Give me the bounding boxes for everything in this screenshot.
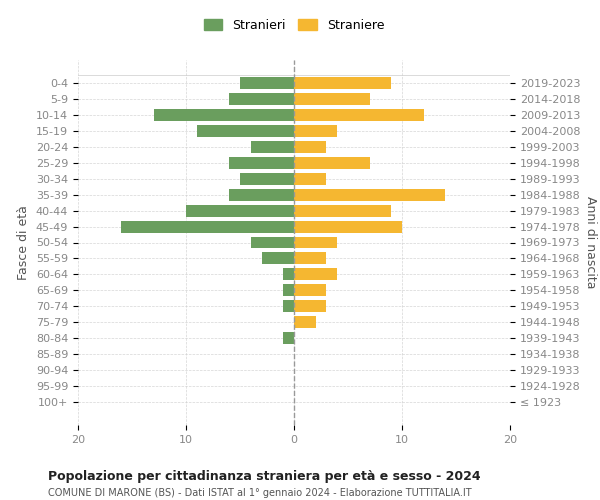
Bar bbox=[251, 140, 294, 152]
Bar bbox=[294, 316, 316, 328]
Bar bbox=[283, 268, 294, 280]
Text: Popolazione per cittadinanza straniera per età e sesso - 2024: Popolazione per cittadinanza straniera p… bbox=[48, 470, 481, 483]
Bar bbox=[294, 140, 326, 152]
Bar bbox=[294, 92, 370, 104]
Text: COMUNE DI MARONE (BS) - Dati ISTAT al 1° gennaio 2024 - Elaborazione TUTTITALIA.: COMUNE DI MARONE (BS) - Dati ISTAT al 1°… bbox=[48, 488, 472, 498]
Bar bbox=[294, 204, 391, 216]
Bar bbox=[294, 252, 326, 264]
Bar bbox=[294, 172, 326, 184]
Bar bbox=[229, 92, 294, 104]
Bar bbox=[240, 172, 294, 184]
Bar bbox=[294, 76, 391, 88]
Legend: Stranieri, Straniere: Stranieri, Straniere bbox=[203, 19, 385, 32]
Bar bbox=[294, 156, 370, 168]
Bar bbox=[251, 236, 294, 248]
Bar bbox=[262, 252, 294, 264]
Bar bbox=[294, 284, 326, 296]
Bar bbox=[294, 300, 326, 312]
Bar bbox=[283, 332, 294, 344]
Bar bbox=[294, 268, 337, 280]
Bar bbox=[229, 156, 294, 168]
Bar bbox=[294, 124, 337, 136]
Bar bbox=[294, 236, 337, 248]
Bar bbox=[121, 220, 294, 232]
Bar bbox=[154, 108, 294, 120]
Bar bbox=[283, 284, 294, 296]
Bar bbox=[294, 220, 402, 232]
Bar bbox=[186, 204, 294, 216]
Bar bbox=[229, 188, 294, 200]
Bar bbox=[240, 76, 294, 88]
Bar bbox=[197, 124, 294, 136]
Bar bbox=[294, 108, 424, 120]
Bar bbox=[283, 300, 294, 312]
Y-axis label: Anni di nascita: Anni di nascita bbox=[584, 196, 597, 289]
Y-axis label: Fasce di età: Fasce di età bbox=[17, 205, 31, 280]
Bar bbox=[294, 188, 445, 200]
